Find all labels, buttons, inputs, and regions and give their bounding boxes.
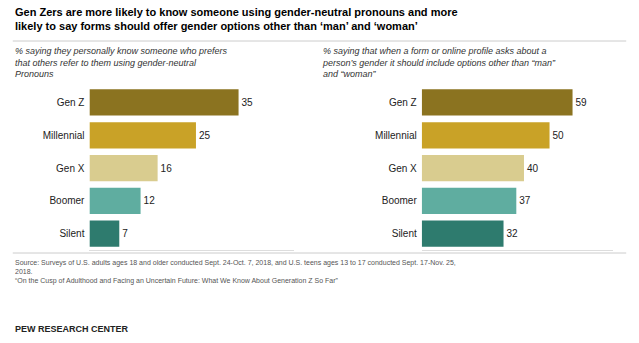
svg-text:25: 25	[199, 130, 211, 141]
svg-text:Gen Z: Gen Z	[389, 97, 417, 108]
svg-text:Millennial: Millennial	[43, 130, 85, 141]
svg-text:12: 12	[144, 195, 156, 206]
svg-text:Source: Surveys of U.S. adults: Source: Surveys of U.S. adults ages 18 a…	[15, 259, 456, 285]
svg-text:% saying that when a form or o: % saying that when a form or online prof…	[322, 46, 556, 79]
svg-text:35: 35	[242, 97, 254, 108]
svg-text:Silent: Silent	[392, 228, 417, 239]
svg-text:50: 50	[553, 130, 565, 141]
svg-text:PEW RESEARCH CENTER: PEW RESEARCH CENTER	[15, 324, 129, 334]
svg-text:32: 32	[507, 228, 519, 239]
svg-text:59: 59	[576, 97, 588, 108]
svg-text:16: 16	[161, 163, 173, 174]
svg-text:7: 7	[122, 228, 128, 239]
svg-text:37: 37	[519, 195, 531, 206]
svg-text:Gen Zers are more likely to kn: Gen Zers are more likely to know someone…	[15, 6, 458, 32]
svg-text:% saying they personally know: % saying they personally know someone wh…	[15, 46, 228, 79]
svg-text:Silent: Silent	[59, 228, 84, 239]
svg-text:Millennial: Millennial	[375, 130, 417, 141]
svg-text:Boomer: Boomer	[49, 195, 85, 206]
svg-text:Gen Z: Gen Z	[57, 97, 85, 108]
svg-text:Gen X: Gen X	[56, 163, 85, 174]
svg-text:Boomer: Boomer	[382, 195, 418, 206]
svg-text:40: 40	[527, 163, 539, 174]
svg-text:Gen X: Gen X	[388, 163, 417, 174]
